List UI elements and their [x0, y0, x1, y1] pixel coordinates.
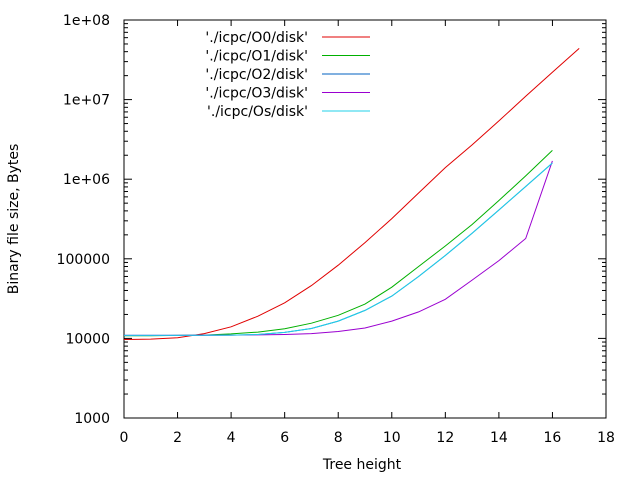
series-line-3 [124, 160, 553, 336]
y-tick-label: 1e+08 [63, 13, 110, 29]
y-tick-label: 10000 [65, 331, 110, 347]
x-tick-label: 6 [280, 430, 289, 446]
series-line-0 [123, 48, 580, 340]
x-tick-label: 4 [227, 430, 236, 446]
legend-label-4: './icpc/Os/disk' [207, 104, 308, 120]
legend-label-2: './icpc/O2/disk' [205, 67, 308, 83]
y-tick-label: 100000 [57, 252, 110, 268]
series-line-1 [124, 150, 553, 337]
y-axis-label: Binary file size, Bytes [6, 144, 22, 295]
series-line-4 [124, 162, 553, 336]
x-tick-label: 14 [490, 430, 508, 446]
x-tick-label: 8 [334, 430, 343, 446]
series-line-2 [124, 162, 553, 336]
legend-label-0: './icpc/O0/disk' [205, 30, 308, 46]
legend: './icpc/O0/disk' './icpc/O1/disk' './icpc/… [205, 30, 370, 120]
x-axis-label: Tree height [322, 457, 402, 473]
axis-tick-labels: 0 2 4 6 8 10 12 14 16 18 1000 10000 100000 1e+06 1e+07… [57, 13, 615, 446]
x-tick-label: 18 [597, 430, 615, 446]
legend-label-3: './icpc/O3/disk' [205, 86, 308, 102]
series-lines [123, 48, 580, 340]
x-tick-label: 16 [544, 430, 562, 446]
x-tick-label: 12 [436, 430, 454, 446]
y-tick-label: 1000 [74, 411, 110, 427]
y-tick-label: 1e+07 [63, 93, 110, 109]
x-tick-label: 10 [383, 430, 401, 446]
y-tick-label: 1e+06 [63, 172, 110, 188]
legend-label-1: './icpc/O1/disk' [205, 49, 308, 65]
axis-ticks [123, 19, 607, 419]
plot-frame [123, 19, 607, 419]
x-tick-label: 0 [120, 430, 129, 446]
x-tick-label: 2 [173, 430, 182, 446]
